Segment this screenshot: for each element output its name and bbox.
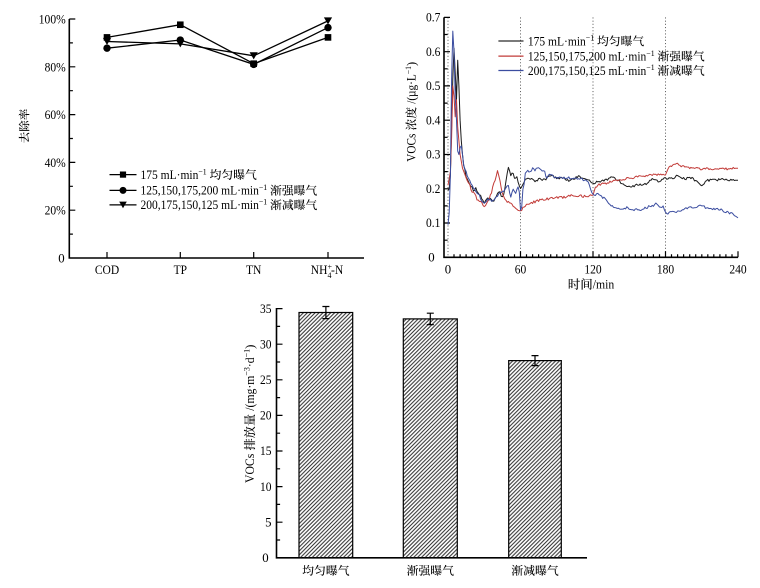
svg-text:20: 20 bbox=[260, 409, 272, 423]
svg-text:120: 120 bbox=[584, 263, 601, 277]
svg-text:20%: 20% bbox=[45, 204, 66, 218]
svg-text:80%: 80% bbox=[45, 60, 66, 74]
svg-text:/min: /min bbox=[593, 277, 615, 292]
svg-text:+: + bbox=[328, 262, 333, 271]
svg-text:0: 0 bbox=[428, 251, 434, 265]
svg-text:175 mL·min: 175 mL·min bbox=[141, 168, 199, 182]
svg-text:0.2: 0.2 bbox=[426, 182, 440, 196]
svg-text:VOCs: VOCs bbox=[405, 133, 419, 161]
svg-text:200,175,150,125 mL·min: 200,175,150,125 mL·min bbox=[528, 64, 647, 78]
svg-text:NH: NH bbox=[311, 263, 328, 277]
svg-text:−1: −1 bbox=[646, 62, 654, 72]
svg-text:): ) bbox=[242, 345, 257, 349]
svg-text:30: 30 bbox=[260, 337, 272, 351]
svg-text:−1: −1 bbox=[259, 182, 267, 192]
svg-text:5: 5 bbox=[265, 515, 271, 529]
svg-text:/(mg·m: /(mg·m bbox=[242, 376, 257, 411]
svg-text:·d: ·d bbox=[242, 357, 257, 367]
svg-text:-N: -N bbox=[331, 263, 343, 277]
svg-text:−1: −1 bbox=[259, 197, 267, 207]
svg-text:TN: TN bbox=[246, 263, 261, 277]
svg-text:15: 15 bbox=[260, 444, 272, 458]
svg-text:0.1: 0.1 bbox=[426, 216, 440, 230]
svg-text:−1: −1 bbox=[198, 166, 206, 176]
svg-text:COD: COD bbox=[95, 263, 119, 277]
svg-text:−1: −1 bbox=[242, 349, 252, 358]
svg-text:−1: −1 bbox=[646, 48, 654, 58]
svg-text:/(µg·L: /(µg·L bbox=[405, 74, 419, 104]
svg-text:−1: −1 bbox=[586, 33, 594, 43]
svg-text:60: 60 bbox=[515, 263, 527, 277]
svg-text:4: 4 bbox=[328, 271, 332, 280]
svg-text:0.5: 0.5 bbox=[426, 79, 440, 93]
svg-text:): ) bbox=[405, 62, 419, 66]
svg-text:TP: TP bbox=[174, 263, 187, 277]
svg-text:0: 0 bbox=[445, 263, 451, 277]
svg-text:175 mL·min: 175 mL·min bbox=[528, 34, 586, 48]
svg-text:125,150,175,200 mL·min: 125,150,175,200 mL·min bbox=[141, 184, 260, 198]
svg-text:60%: 60% bbox=[45, 108, 66, 122]
svg-text:35: 35 bbox=[260, 302, 272, 316]
svg-text:VOCs: VOCs bbox=[242, 454, 257, 483]
svg-text:40%: 40% bbox=[45, 156, 66, 170]
svg-text:−1: −1 bbox=[403, 66, 413, 74]
svg-text:240: 240 bbox=[729, 263, 746, 277]
svg-text:0: 0 bbox=[262, 551, 268, 565]
svg-text:100%: 100% bbox=[39, 13, 66, 27]
svg-text:125,150,175,200 mL·min: 125,150,175,200 mL·min bbox=[528, 49, 647, 63]
svg-text:−3: −3 bbox=[242, 367, 252, 376]
svg-text:0.3: 0.3 bbox=[426, 148, 440, 162]
svg-text:200,175,150,125 mL·min: 200,175,150,125 mL·min bbox=[141, 198, 260, 212]
svg-text:180: 180 bbox=[657, 263, 674, 277]
svg-text:0.7: 0.7 bbox=[426, 11, 441, 25]
svg-text:0.4: 0.4 bbox=[426, 113, 441, 127]
svg-text:0: 0 bbox=[58, 252, 64, 266]
svg-text:25: 25 bbox=[260, 373, 272, 387]
svg-text:10: 10 bbox=[260, 480, 272, 494]
svg-text:0.6: 0.6 bbox=[426, 45, 441, 59]
